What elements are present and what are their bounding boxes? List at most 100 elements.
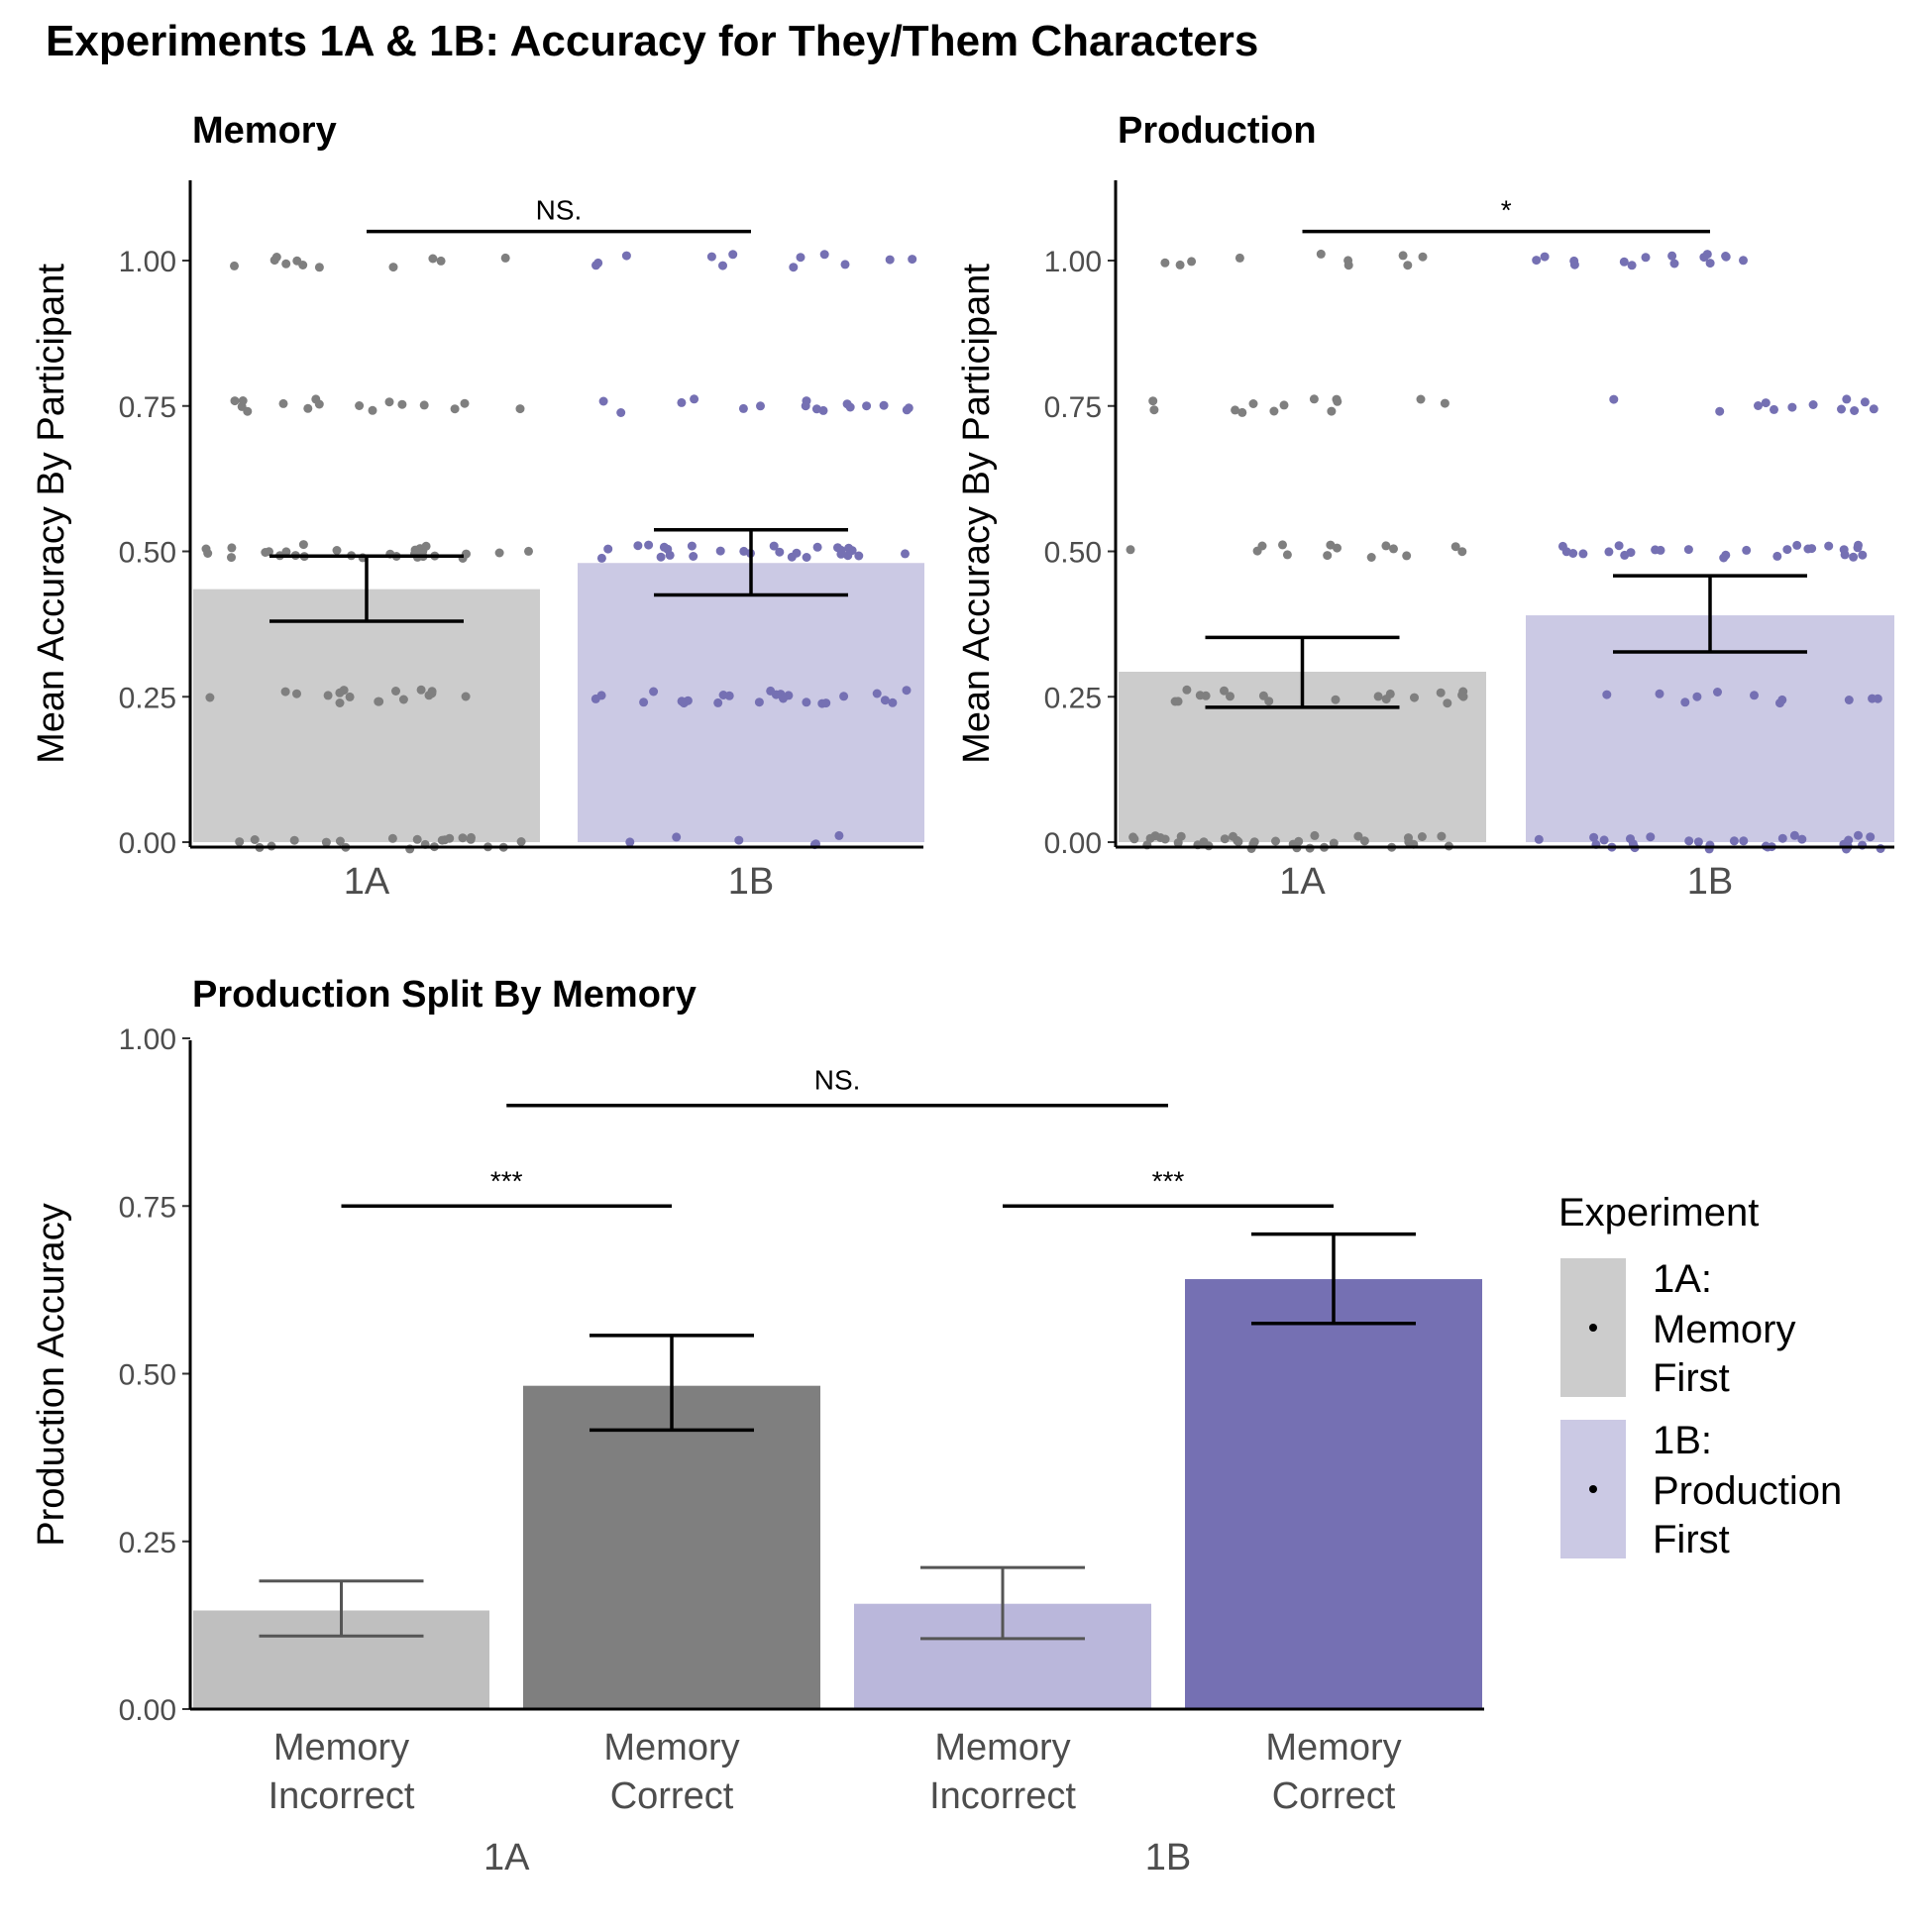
production-point-1A (1402, 551, 1412, 561)
production-ytick-label: 0.75 (1044, 391, 1102, 424)
production-split-group-label-1A: 1A (483, 1837, 530, 1878)
production-point-1A (1418, 252, 1428, 262)
production-split-ytick-label: 0.25 (119, 1527, 176, 1559)
panel-memory: Memory 0.00 0.25 0.50 0.75 1.00 Mean Accuracy … (31, 110, 924, 903)
production-point-1B (1705, 259, 1715, 268)
production-point-1B (1808, 400, 1818, 409)
production-point-1B (1609, 394, 1619, 404)
memory-point-1B (775, 547, 785, 557)
production-split-xtick-label-line1-1: Memory (603, 1727, 739, 1769)
memory-point-1A (243, 406, 253, 416)
memory-point-1B (633, 541, 643, 551)
production-point-1B (1626, 834, 1635, 844)
production-point-1B (1761, 398, 1771, 408)
production-point-1A (1226, 692, 1234, 701)
memory-point-1B (738, 403, 748, 413)
production-point-1A (1353, 831, 1363, 841)
memory-point-1B (728, 250, 738, 260)
memory-point-1B (885, 255, 895, 265)
production-point-1A (1145, 833, 1155, 843)
memory-point-1B (842, 399, 852, 409)
memory-point-1A (515, 404, 525, 414)
legend-label-1a-line1: 1A: (1653, 1257, 1712, 1301)
production-point-1A (1234, 253, 1244, 263)
production-point-1B (1729, 836, 1739, 846)
production-title: Production (1118, 110, 1317, 152)
production-point-1A (1316, 249, 1326, 259)
production-split-y-axis-title: Production Accuracy (31, 1203, 72, 1546)
production-point-1A (1309, 394, 1319, 404)
production-point-1B (1719, 553, 1729, 563)
memory-point-1B (596, 553, 606, 563)
production-point-1B (1684, 836, 1694, 846)
memory-point-1A (281, 547, 291, 557)
production-point-1B (1860, 397, 1870, 407)
production-xtick-label-1B: 1B (1687, 861, 1733, 903)
memory-y-axis-title: Mean Accuracy By Participant (31, 264, 72, 764)
memory-ytick-label: 0.75 (119, 391, 176, 424)
production-split-ytick-label: 0.00 (119, 1694, 176, 1727)
production-point-1B (1739, 256, 1748, 266)
production-point-1B (1713, 688, 1722, 697)
memory-point-1A (412, 834, 422, 844)
memory-point-1B (812, 542, 822, 552)
memory-point-1B (908, 255, 917, 265)
production-point-1A (1126, 545, 1135, 555)
memory-point-1B (801, 401, 810, 411)
production-point-1B (1699, 253, 1709, 263)
memory-point-1A (280, 687, 290, 697)
production-point-1A (1237, 407, 1247, 417)
memory-ytick-label: 0.50 (119, 537, 176, 570)
memory-point-1B (766, 686, 776, 696)
memory-point-1A (355, 401, 365, 410)
production-point-1B (1807, 544, 1817, 554)
memory-ytick-label: 1.00 (119, 246, 176, 278)
production-point-1A (1373, 692, 1383, 701)
production-ytick-label: 0.25 (1044, 682, 1102, 714)
production-point-1B (1842, 394, 1852, 404)
production-point-1B (1858, 550, 1868, 560)
memory-point-1A (375, 697, 384, 706)
memory-point-1B (625, 837, 635, 847)
memory-point-1B (819, 250, 829, 260)
production-point-1A (1160, 834, 1170, 844)
memory-point-1B (718, 691, 728, 699)
memory-point-1A (416, 685, 426, 695)
memory-point-1B (687, 541, 697, 551)
memory-ytick-label: 0.00 (119, 827, 176, 860)
production-point-1A (1416, 394, 1426, 404)
legend-label-1b-line1: 1B: (1653, 1419, 1712, 1462)
figure-title: Experiments 1A & 1B: Accuracy for They/T… (46, 17, 1258, 65)
production-split-xtick-label-line2-2: Incorrect (929, 1775, 1076, 1817)
memory-point-1A (335, 688, 345, 698)
production-point-1A (1389, 544, 1398, 554)
memory-point-1A (397, 399, 407, 409)
production-point-1A (1457, 691, 1467, 700)
memory-point-1A (450, 404, 460, 414)
production-point-1B (1792, 540, 1802, 550)
memory-point-1B (821, 698, 831, 708)
production-point-1B (1824, 541, 1834, 551)
memory-point-1A (321, 837, 331, 847)
production-point-1B (1646, 832, 1656, 842)
production-point-1A (1187, 257, 1197, 267)
production-point-1A (1410, 693, 1419, 702)
production-split-ytick-label: 0.75 (119, 1191, 176, 1224)
production-point-1B (1693, 837, 1703, 847)
production-point-1B (1599, 835, 1609, 845)
production-point-1B (1667, 251, 1677, 261)
memory-point-1A (205, 693, 215, 702)
memory-point-1A (437, 835, 447, 845)
memory-point-1B (649, 687, 659, 697)
memory-point-1B (756, 401, 765, 411)
production-point-1A (1329, 838, 1339, 848)
production-point-1B (1850, 406, 1860, 415)
production-point-1B (1680, 698, 1690, 707)
memory-point-1A (388, 263, 398, 272)
memory-point-1B (843, 551, 853, 561)
memory-point-1A (421, 541, 431, 551)
memory-point-1B (598, 396, 608, 406)
production-point-1A (1310, 830, 1320, 840)
production-point-1B (1849, 552, 1859, 562)
legend-label-1a-line2: Memory (1653, 1308, 1795, 1351)
